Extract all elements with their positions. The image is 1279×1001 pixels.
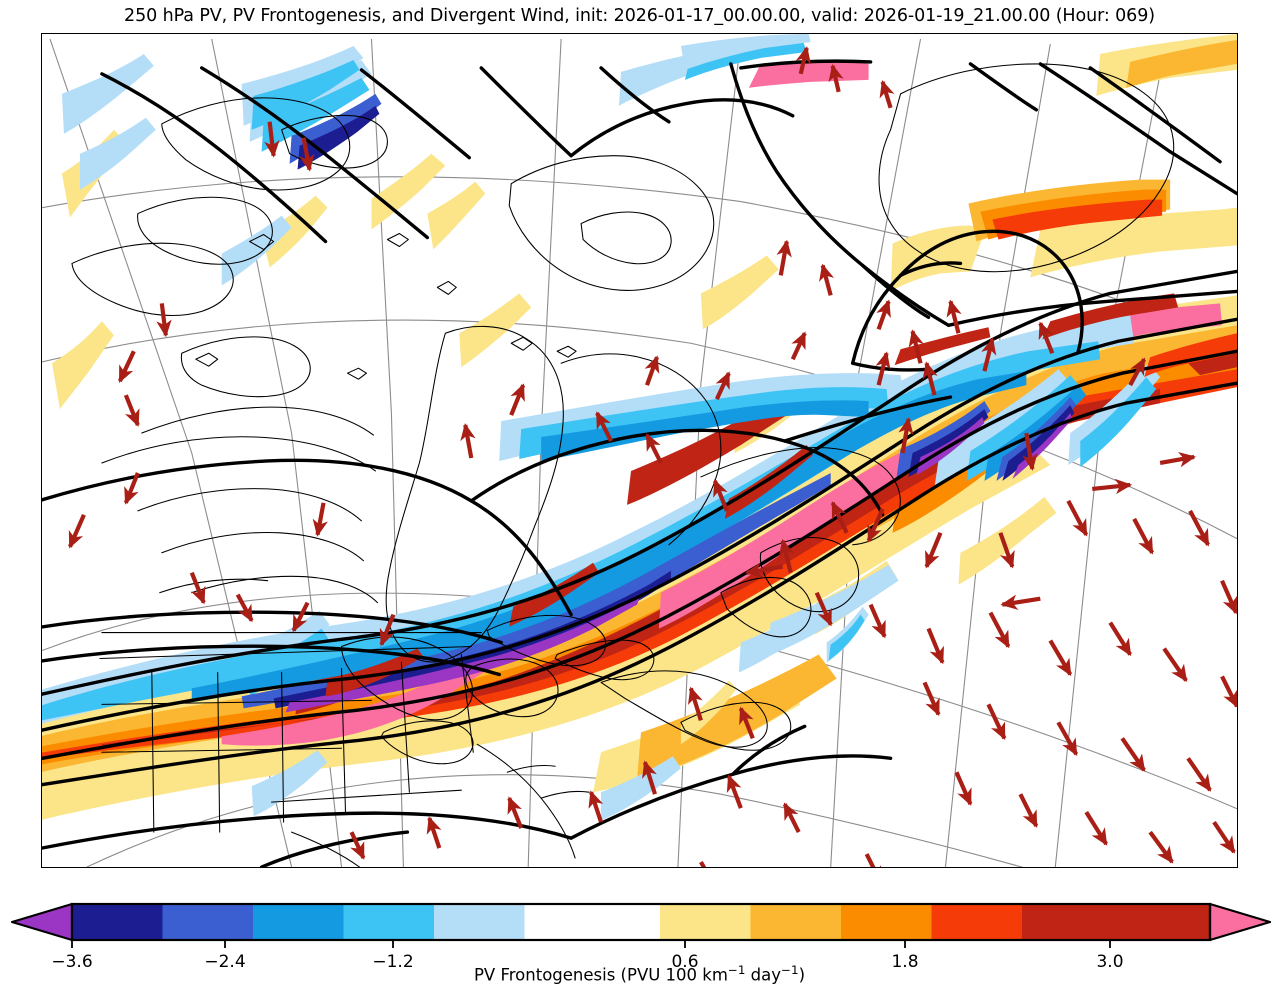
colorbar-label-mid: day — [745, 965, 782, 985]
colorbar-under-extension — [10, 902, 74, 942]
colorbar: −3.6 −2.4 −1.2 0.6 1.8 3.0 PV Frontogene… — [0, 895, 1279, 1001]
colorbar-label-suffix: ) — [798, 965, 805, 985]
colorbar-tick-label: 0.6 — [671, 952, 698, 972]
divergent-wind-vectors — [68, 46, 1237, 867]
colorbar-tick-labels: −3.6 −2.4 −1.2 0.6 1.8 3.0 — [51, 952, 1123, 972]
colorbar-label-exponent-1: −1 — [727, 963, 746, 977]
colorbar-tick-label: 1.8 — [891, 952, 918, 972]
colorbar-over-extension — [1208, 902, 1272, 942]
colorbar-svg: −3.6 −2.4 −1.2 0.6 1.8 3.0 — [10, 902, 1272, 972]
colorbar-ticks — [71, 940, 1111, 948]
colorbar-axis-label: PV Frontogenesis (PVU 100 km−1 day−1) — [0, 963, 1279, 985]
coastlines — [71, 63, 1175, 867]
map-plot-area — [41, 33, 1238, 868]
colorbar-tick-label: −1.2 — [372, 952, 413, 972]
colorbar-tick-label: −3.6 — [51, 952, 92, 972]
map-svg — [42, 34, 1237, 867]
colorbar-label-exponent-2: −1 — [781, 963, 799, 977]
colorbar-tick-label: 3.0 — [1096, 952, 1123, 972]
colorbar-tick-label: −2.4 — [204, 952, 245, 972]
colorbar-label-prefix: PV Frontogenesis (PVU 100 km — [473, 965, 728, 985]
page-title: 250 hPa PV, PV Frontogenesis, and Diverg… — [124, 6, 1155, 26]
